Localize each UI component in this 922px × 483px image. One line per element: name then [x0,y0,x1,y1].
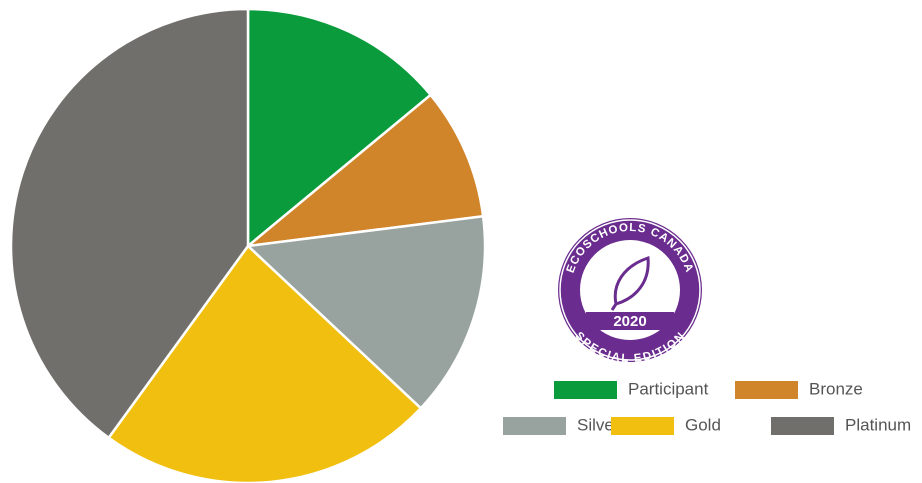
legend-label: Bronze [809,379,863,398]
pie-slice [9,7,250,440]
legend-label: Participant [628,379,709,398]
logo-year: 2020 [613,313,646,330]
pie-slice [245,214,487,411]
pie-slice [246,7,433,249]
legend-label: Platinum [845,415,911,434]
legend-swatch [554,381,617,399]
legend-label: Silver [577,415,620,434]
pie-slice [106,244,423,483]
logo-leaf [610,255,650,311]
pie-slice [243,93,485,248]
legend-label: Gold [685,415,721,434]
legend-swatch [503,417,566,435]
legend-swatch [611,417,674,435]
legend-swatch [771,417,834,435]
logo-edge [559,219,701,361]
logo-band [586,312,674,330]
legend-swatch [735,381,798,399]
logo: 2020 ECOSCHOOLS CANADA SPECIAL EDITION [558,218,702,365]
